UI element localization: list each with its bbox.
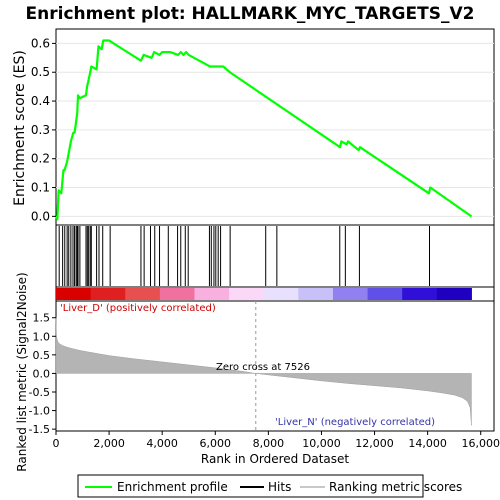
heatmap-cell [229, 288, 264, 300]
es-y-tick-label: 0.4 [31, 94, 50, 108]
metric-y-tick-label: 1.5 [33, 312, 51, 325]
heatmap-cell [56, 288, 91, 300]
metric-y-tick-label: 0.0 [33, 367, 51, 380]
heatmap-cell [298, 288, 333, 300]
x-axis-label: Rank in Ordered Dataset [201, 452, 349, 466]
metric-y-tick-label: -1.5 [29, 423, 50, 436]
x-tick-label: 2,000 [93, 437, 125, 450]
x-tick-label: 16,000 [461, 437, 500, 450]
metric-y-tick-label: -1.0 [29, 405, 50, 418]
es-y-tick-label: 0.3 [31, 123, 50, 137]
heatmap-cell [160, 288, 195, 300]
heatmap-cell [333, 288, 368, 300]
es-axis-label: Enrichment score (ES) [12, 50, 28, 206]
heatmap-cell [368, 288, 403, 300]
es-y-tick-label: 0.6 [31, 36, 50, 50]
es-y-tick-label: 0.1 [31, 181, 50, 195]
x-tick-label: 8,000 [253, 437, 285, 450]
es-y-tick-label: 0.2 [31, 152, 50, 166]
x-tick-label: 14,000 [408, 437, 447, 450]
zero-cross-label: Zero cross at 7526 [216, 362, 310, 373]
legend-hits-label: Hits [268, 480, 291, 494]
metric-axis-label: Ranked list metric (Signal2Noise) [15, 272, 29, 471]
legend-enrichment-label: Enrichment profile [117, 480, 228, 494]
x-tick-label: 12,000 [355, 437, 394, 450]
es-y-tick-label: 0.5 [31, 65, 50, 79]
negative-correlation-label: 'Liver_N' (negatively correlated) [275, 417, 435, 428]
positive-correlation-label: 'Liver_D' (positively correlated) [60, 303, 216, 314]
heatmap-cell [91, 288, 126, 300]
metric-y-tick-label: -0.5 [29, 386, 50, 399]
heatmap-cell [264, 288, 299, 300]
chart-title: Enrichment plot: HALLMARK_MYC_TARGETS_V2 [26, 4, 475, 24]
x-tick-label: 6,000 [200, 437, 232, 450]
heatmap-cell [437, 288, 472, 300]
metric-y-tick-label: 0.5 [33, 349, 51, 362]
legend-metric-label: Ranking metric scores [329, 480, 462, 494]
x-tick-label: 10,000 [302, 437, 341, 450]
es-y-tick-label: 0.0 [31, 209, 50, 223]
x-tick-label: 0 [53, 437, 60, 450]
x-tick-label: 4,000 [146, 437, 178, 450]
heatmap-cell [402, 288, 437, 300]
metric-y-tick-label: 1.0 [33, 330, 51, 343]
heatmap-cell [125, 288, 160, 300]
heatmap-cell [194, 288, 229, 300]
